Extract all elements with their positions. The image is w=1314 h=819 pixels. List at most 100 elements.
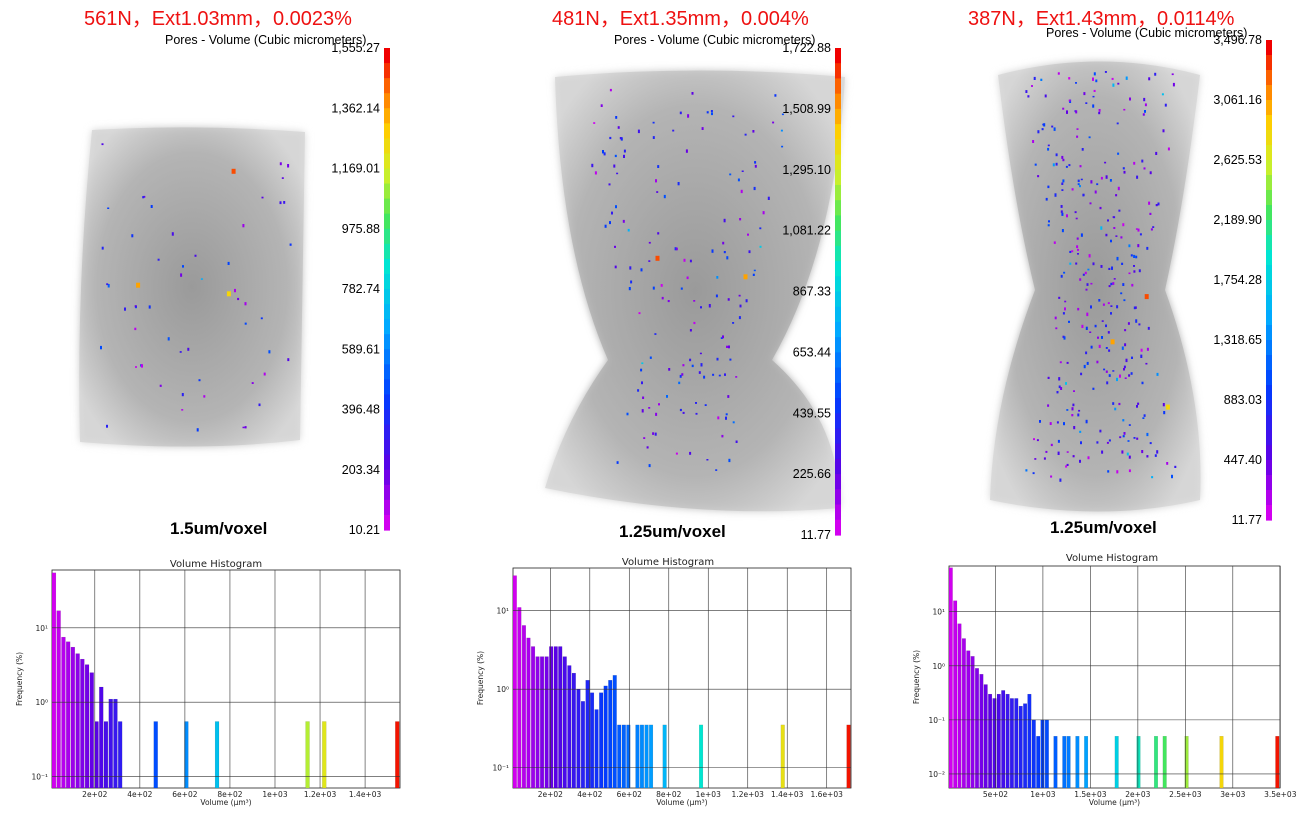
pore xyxy=(1051,125,1054,128)
histogram-bar xyxy=(1053,736,1058,789)
colorbar-segment xyxy=(1266,415,1272,431)
pore xyxy=(1083,92,1086,96)
pore xyxy=(668,368,671,371)
pore xyxy=(1123,170,1126,174)
pore xyxy=(652,432,655,435)
pore xyxy=(630,280,633,284)
pore xyxy=(679,408,682,412)
pore xyxy=(716,357,719,361)
pore xyxy=(159,384,162,387)
pore xyxy=(691,92,694,95)
pore xyxy=(1045,450,1048,453)
pore xyxy=(727,298,730,301)
pore xyxy=(198,379,201,382)
pore xyxy=(637,129,640,134)
histogram-x-tick-label: 1e+03 xyxy=(1030,790,1055,799)
pore xyxy=(1100,176,1103,180)
histogram-x-tick-label: 2e+02 xyxy=(538,790,563,799)
pore xyxy=(1072,403,1075,407)
pore xyxy=(677,182,680,186)
pore xyxy=(1087,268,1090,271)
pore xyxy=(658,403,660,406)
pore xyxy=(107,207,110,209)
colorbar-segment xyxy=(1266,490,1272,506)
colorbar-segment xyxy=(835,458,841,475)
colorbar-segment xyxy=(1266,460,1272,476)
colorbar-tick-label: 782.74 xyxy=(342,282,380,296)
pore xyxy=(148,305,151,309)
pore xyxy=(1140,354,1143,358)
histogram-bar xyxy=(1136,736,1141,789)
pore xyxy=(194,254,197,257)
pore xyxy=(1112,282,1115,285)
pore xyxy=(1075,110,1078,114)
pore xyxy=(1079,459,1081,463)
pore xyxy=(1124,377,1127,379)
histogram-bar xyxy=(70,646,75,789)
pore xyxy=(1148,201,1151,205)
pore xyxy=(1098,299,1101,302)
pore xyxy=(261,196,264,199)
histogram-bar xyxy=(780,724,785,789)
pore xyxy=(244,322,247,325)
pore xyxy=(1128,455,1131,459)
pore-large xyxy=(743,274,748,280)
colorbar-segment xyxy=(835,382,841,399)
pore xyxy=(604,224,607,228)
colorbar-segment xyxy=(835,352,841,369)
colorbar-segment xyxy=(384,379,390,396)
pore xyxy=(1107,331,1110,334)
pore xyxy=(1060,274,1063,278)
pore xyxy=(1075,82,1077,84)
histogram-bar xyxy=(61,636,66,789)
pore xyxy=(1075,262,1078,265)
histogram-x-tick-label: 1.6e+03 xyxy=(811,790,844,799)
pore xyxy=(1090,345,1093,349)
pore xyxy=(1048,220,1050,223)
pore xyxy=(1071,407,1074,411)
pore xyxy=(1142,417,1145,419)
pore xyxy=(726,345,728,348)
pore xyxy=(1135,255,1138,259)
pore xyxy=(107,284,110,288)
pore xyxy=(1121,262,1124,265)
pore xyxy=(641,409,644,413)
histogram-bar xyxy=(635,724,640,789)
colorbar-segment xyxy=(835,154,841,171)
histogram-bar xyxy=(51,572,57,789)
pore xyxy=(1062,312,1065,315)
pore xyxy=(1146,432,1149,437)
histogram-bar xyxy=(1275,736,1280,789)
histogram-y-tick-label: 10¹ xyxy=(496,607,509,616)
pore xyxy=(1088,254,1091,258)
pore xyxy=(689,329,692,332)
pore xyxy=(1113,216,1116,219)
pore xyxy=(1092,262,1095,266)
colorbar-segment xyxy=(384,168,390,185)
pore xyxy=(1138,269,1141,273)
pore xyxy=(1085,288,1088,291)
pore xyxy=(1081,148,1084,151)
histogram-bar xyxy=(639,724,644,789)
pore xyxy=(1120,292,1123,295)
colorbar-segment xyxy=(1266,55,1272,71)
colorbar-segment xyxy=(835,321,841,338)
pore xyxy=(1118,402,1121,406)
pore xyxy=(1133,161,1136,165)
pore xyxy=(628,287,631,291)
pore xyxy=(234,288,236,293)
histogram-bar xyxy=(979,674,984,789)
colorbar-tick-label: 589.61 xyxy=(342,342,380,356)
pore xyxy=(1099,429,1102,433)
colorbar-segment xyxy=(384,484,390,501)
colorbar-segment xyxy=(1266,100,1272,116)
pore xyxy=(1128,272,1131,275)
colorbar-title: Pores - Volume (Cubic micrometers) xyxy=(165,33,367,47)
pore xyxy=(1100,226,1103,230)
histogram-bar xyxy=(184,721,189,789)
pore xyxy=(1124,343,1127,347)
colorbar-tick-label: 2,189.90 xyxy=(1213,213,1262,227)
pore xyxy=(1154,72,1157,76)
pore xyxy=(1059,361,1062,364)
histogram-y-tick-label: 10¹ xyxy=(35,624,48,633)
